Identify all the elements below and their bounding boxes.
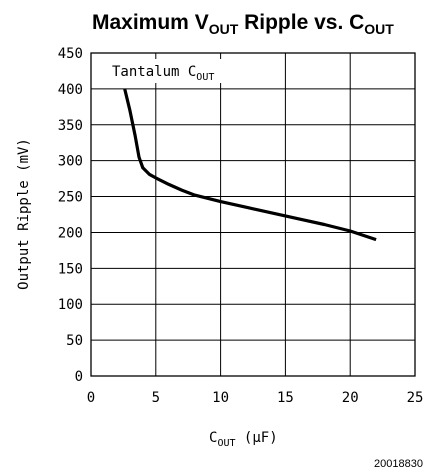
x-tick-label: 0	[87, 390, 95, 406]
x-tick-label: 20	[342, 390, 359, 406]
y-tick-label: 350	[58, 118, 83, 134]
y-tick-label: 0	[75, 369, 83, 385]
y-tick-label: 50	[66, 333, 83, 349]
x-tick-label: 5	[152, 390, 160, 406]
x-tick-label: 25	[407, 390, 424, 406]
annotation-background	[108, 59, 248, 83]
plot-frame	[90, 52, 416, 377]
y-tick-label: 300	[58, 154, 83, 170]
y-tick-label: 100	[58, 297, 83, 313]
x-tick-label: 15	[277, 390, 294, 406]
x-tick-labels: 0 5 10 15 20 25	[87, 390, 424, 406]
annotation-tantalum: Tantalum COUT	[112, 64, 214, 83]
chart-title: Maximum VOUT Ripple vs. COUT	[92, 11, 394, 37]
grid-lines	[90, 52, 416, 377]
ripple-curve	[123, 88, 377, 242]
y-tick-label: 450	[58, 46, 83, 62]
y-axis-label: Output Ripple (mV)	[16, 138, 32, 290]
y-tick-label: 400	[58, 82, 83, 98]
x-axis-label: COUT (μF)	[209, 430, 278, 449]
y-tick-label: 250	[58, 190, 83, 206]
y-tick-label: 150	[58, 261, 83, 277]
x-tick-label: 10	[212, 390, 229, 406]
figure-id: 20018830	[374, 458, 423, 470]
y-tick-labels: 0 50 100 150 200 250 300 350 400 450	[58, 46, 83, 385]
y-tick-label: 200	[58, 225, 83, 241]
